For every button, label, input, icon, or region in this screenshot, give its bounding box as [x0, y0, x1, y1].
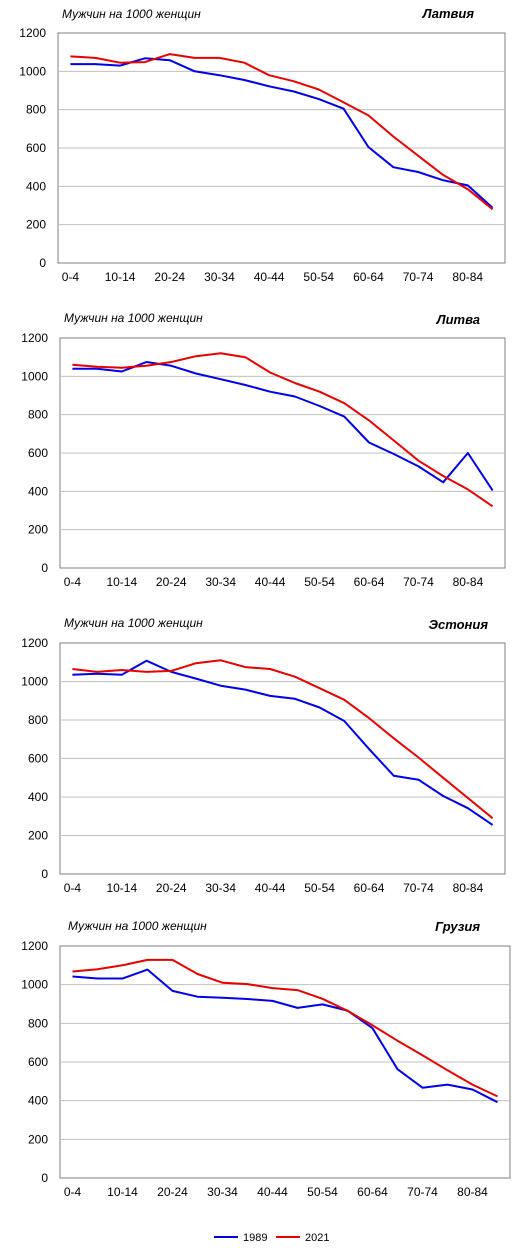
x-tick-label: 70-74 — [403, 881, 434, 895]
chart-panel-3: 0 200 400 600 800 1000 1200 0-4 10-14 20-24 30-34 4… — [21, 616, 506, 895]
y-tick-label: 400 — [28, 484, 48, 498]
x-tick-label: 50-54 — [307, 1185, 338, 1199]
y-tick-label: 400 — [26, 179, 46, 193]
x-tick-label: 80-84 — [457, 1185, 488, 1199]
y-tick-label: 1200 — [21, 331, 48, 345]
chart-title: Литва — [436, 312, 480, 327]
x-tick-label: 30-34 — [205, 575, 236, 589]
x-tick-label: 80-84 — [452, 270, 483, 284]
series-line-1989 — [72, 659, 494, 826]
y-tick-label: 600 — [26, 141, 46, 155]
x-tick-label: 20-24 — [157, 1185, 188, 1199]
y-axis-units-label: Мужчин на 1000 женщин — [64, 616, 203, 630]
y-tick-label: 1000 — [21, 675, 48, 689]
x-tick-label: 20-24 — [154, 270, 185, 284]
x-tick-label: 50-54 — [303, 270, 334, 284]
x-tick-label: 0-4 — [62, 270, 80, 284]
x-tick-label: 50-54 — [304, 881, 335, 895]
y-tick-label: 0 — [41, 561, 48, 575]
series-line-2021 — [72, 352, 494, 508]
series-line-1989 — [72, 361, 494, 491]
y-tick-label: 0 — [41, 867, 48, 881]
y-tick-label: 600 — [28, 446, 48, 460]
y-tick-label: 0 — [41, 1171, 48, 1185]
x-tick-label: 30-34 — [205, 881, 236, 895]
x-tick-label: 40-44 — [255, 575, 286, 589]
y-tick-label: 800 — [28, 1016, 48, 1030]
series-line-2021 — [70, 53, 494, 211]
legend-label-1989: 1989 — [243, 1232, 267, 1244]
x-tick-label: 40-44 — [254, 270, 285, 284]
y-tick-label: 800 — [28, 408, 48, 422]
y-tick-label: 400 — [28, 790, 48, 804]
x-tick-label: 30-34 — [204, 270, 235, 284]
chart-panel-4: 0 200 400 600 800 1000 1200 0-4 10-14 20-24 30-34 4… — [21, 919, 511, 1199]
y-tick-label: 1200 — [19, 26, 46, 40]
y-tick-label: 1200 — [21, 939, 48, 953]
y-tick-label: 1000 — [21, 978, 48, 992]
y-tick-label: 200 — [26, 218, 46, 232]
series-line-2021 — [72, 659, 494, 819]
series-line-2021 — [72, 958, 498, 1098]
x-tick-label: 70-74 — [403, 575, 434, 589]
x-tick-label: 40-44 — [255, 881, 286, 895]
x-tick-label: 60-64 — [353, 270, 384, 284]
x-tick-label: 60-64 — [354, 881, 385, 895]
x-tick-label: 20-24 — [156, 575, 187, 589]
y-tick-label: 1200 — [21, 636, 48, 650]
x-tick-label: 60-64 — [357, 1185, 388, 1199]
x-tick-label: 10-14 — [106, 881, 137, 895]
y-tick-label: 600 — [28, 752, 48, 766]
y-tick-label: 400 — [28, 1094, 48, 1108]
y-tick-label: 1000 — [19, 64, 46, 78]
x-tick-label: 10-14 — [106, 575, 137, 589]
legend: 1989 2021 — [214, 1232, 329, 1244]
y-tick-label: 600 — [28, 1055, 48, 1069]
series-line-1989 — [70, 57, 494, 209]
x-tick-label: 60-64 — [354, 575, 385, 589]
y-tick-label: 800 — [26, 103, 46, 117]
y-tick-label: 200 — [28, 1132, 48, 1146]
x-tick-label: 20-24 — [156, 881, 187, 895]
x-tick-label: 80-84 — [453, 881, 484, 895]
y-axis-units-label: Мужчин на 1000 женщин — [68, 919, 207, 933]
x-tick-label: 50-54 — [304, 575, 335, 589]
x-tick-label: 70-74 — [403, 270, 434, 284]
chart-title: Эстония — [429, 617, 489, 632]
series-line-1989 — [72, 968, 498, 1104]
x-tick-label: 10-14 — [105, 270, 136, 284]
y-tick-label: 200 — [28, 829, 48, 843]
y-axis-units-label: Мужчин на 1000 женщин — [64, 311, 203, 325]
chart-title: Латвия — [422, 6, 475, 21]
x-tick-label: 40-44 — [257, 1185, 288, 1199]
y-axis-units-label: Мужчин на 1000 женщин — [62, 7, 201, 21]
y-tick-label: 1000 — [21, 369, 48, 383]
y-tick-label: 0 — [39, 256, 46, 270]
y-tick-label: 800 — [28, 713, 48, 727]
chart-panel-1: 0 200 400 600 800 1000 1200 0-4 10-14 20-24 30-34 4… — [19, 6, 506, 284]
chart-title: Грузия — [435, 919, 480, 934]
x-tick-label: 70-74 — [407, 1185, 438, 1199]
x-tick-label: 0-4 — [64, 1185, 82, 1199]
x-tick-label: 0-4 — [64, 575, 82, 589]
legend-label-2021: 2021 — [305, 1232, 329, 1244]
chart-panel-2: 0 200 400 600 800 1000 1200 0-4 10-14 20-24 30-34 4… — [21, 311, 506, 589]
x-tick-label: 80-84 — [453, 575, 484, 589]
y-tick-label: 200 — [28, 523, 48, 537]
x-tick-label: 0-4 — [64, 881, 82, 895]
x-tick-label: 10-14 — [107, 1185, 138, 1199]
x-tick-label: 30-34 — [207, 1185, 238, 1199]
